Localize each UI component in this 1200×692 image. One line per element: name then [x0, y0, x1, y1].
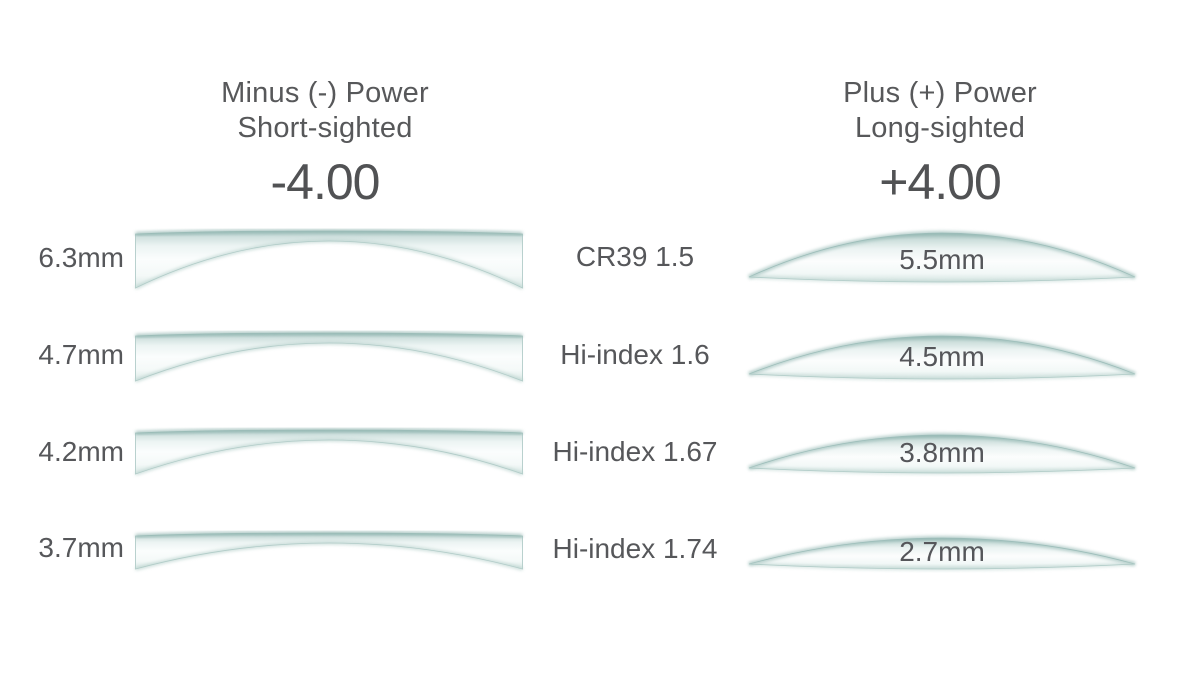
plus-title: Plus (+) Power: [843, 77, 1037, 109]
plus-thickness-label: 4.5mm: [899, 341, 985, 372]
minus-lens-shape: [134, 228, 524, 290]
plus-power-header: Plus (+) Power Long-sighted +4.00: [740, 76, 1140, 208]
plus-lens-shape: [748, 432, 1136, 475]
plus-lens-shape: [748, 535, 1136, 571]
minus-lens-shape: [134, 330, 524, 383]
minus-lens-shape: [135, 530, 523, 571]
minus-thickness-label: 4.2mm: [38, 436, 124, 467]
minus-power-value: -4.00: [270, 153, 381, 210]
minus-subtitle: Short-sighted: [237, 111, 413, 144]
minus-thickness-label: 4.7mm: [38, 339, 124, 370]
plus-thickness-label: 3.8mm: [899, 437, 985, 468]
material-label: Hi-index 1.67: [552, 436, 718, 467]
plus-lens-shape: [748, 230, 1136, 284]
minus-thickness-label: 6.3mm: [38, 242, 124, 273]
minus-lens-shape: [135, 427, 523, 476]
plus-thickness-label: 2.7mm: [899, 536, 985, 567]
minus-title: Minus (-) Power: [221, 77, 429, 109]
plus-power-value: +4.00: [879, 153, 1002, 210]
plus-lens-shape: [748, 333, 1136, 381]
material-label: CR39 1.5: [575, 241, 695, 272]
minus-thickness-label: 3.7mm: [38, 532, 124, 563]
material-label: Hi-index 1.74: [552, 533, 718, 564]
material-label: Hi-index 1.6: [560, 339, 710, 370]
minus-power-header: Minus (-) Power Short-sighted -4.00: [125, 76, 525, 208]
plus-subtitle: Long-sighted: [854, 111, 1026, 144]
plus-thickness-label: 5.5mm: [899, 244, 985, 275]
